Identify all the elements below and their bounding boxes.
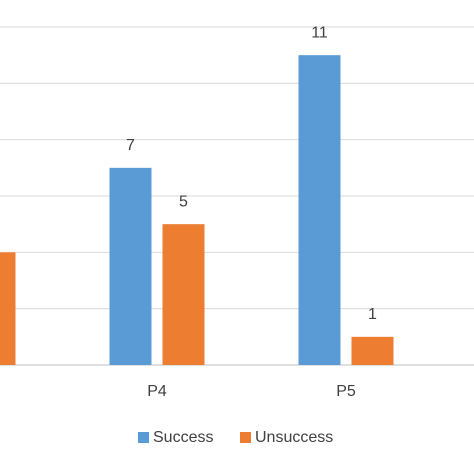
data-label: 7	[126, 137, 135, 154]
x-tick-label: P4	[147, 383, 167, 400]
legend-swatch	[138, 432, 149, 443]
legend-swatch	[240, 432, 251, 443]
bar	[162, 224, 205, 365]
legend-label: Success	[153, 429, 213, 446]
legend-label: Unsuccess	[255, 429, 333, 446]
bar	[0, 252, 16, 365]
x-tick-label: P5	[336, 383, 356, 400]
data-label: 5	[179, 193, 188, 210]
bar	[298, 55, 341, 366]
bar	[351, 336, 394, 365]
bar	[109, 167, 152, 365]
data-label: 1	[368, 306, 377, 323]
data-label: 11	[311, 24, 328, 41]
